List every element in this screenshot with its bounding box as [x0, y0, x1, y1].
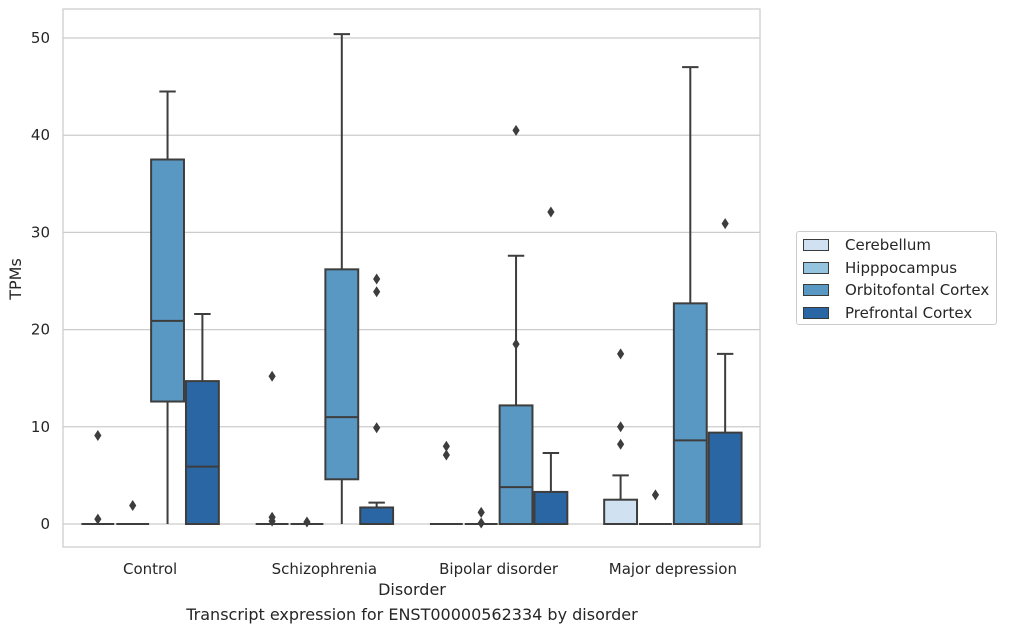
outlier-point [617, 348, 625, 360]
x-tick-label: Major depression [609, 560, 737, 578]
outlier-point [547, 206, 555, 218]
outlier-point [512, 124, 520, 136]
box-body [533, 490, 569, 526]
box-cerebellum-1 [81, 430, 115, 525]
box-cerebellum-2 [255, 370, 289, 527]
x-tick-labels: Control Schizophrenia Bipolar disorder Majo… [123, 560, 737, 578]
boxes [81, 33, 743, 529]
outlier-point [512, 338, 520, 350]
box-orbitofontal-cortex-4 [672, 66, 708, 525]
y-tick-label: 50 [31, 29, 50, 47]
legend-item: Hipppocampus [803, 259, 957, 277]
outlier-point [129, 500, 137, 512]
legend-item: Prefrontal Cortex [803, 304, 972, 322]
y-tick-label: 40 [31, 126, 50, 144]
legend: Cerebellum Hipppocampus Orbitofontal Corte… [796, 231, 997, 325]
box-prefrontal-cortex-4 [707, 218, 743, 525]
box-orbitofontal-cortex-1 [150, 90, 185, 524]
box-body [184, 380, 220, 525]
box-body [359, 506, 395, 526]
outlier-point [477, 506, 485, 518]
outlier-point [477, 517, 485, 529]
plot-frame [62, 8, 761, 548]
box-cerebellum-4 [603, 348, 639, 526]
box-body [324, 268, 360, 481]
y-tick-label: 10 [31, 418, 50, 436]
y-axis-title: TPMs [6, 258, 25, 301]
outlier-point [268, 511, 276, 523]
box-body [603, 498, 639, 526]
x-tick-label: Schizophrenia [272, 560, 377, 578]
box-hipppocampus-3 [464, 506, 498, 529]
outlier-point [617, 438, 625, 450]
x-tick-label: Control [123, 560, 177, 578]
outlier-point [651, 489, 660, 501]
outlier-point [442, 449, 450, 461]
box-body [707, 431, 743, 525]
legend-swatch [803, 306, 829, 319]
x-tick-label: Bipolar disorder [439, 560, 559, 578]
outlier-point [373, 273, 381, 285]
box-prefrontal-cortex-3 [533, 206, 569, 526]
box-prefrontal-cortex-2 [359, 273, 395, 526]
legend-label: Hipppocampus [845, 258, 958, 277]
box-hipppocampus-1 [116, 500, 150, 525]
legend-item: Cerebellum [803, 236, 931, 254]
box-body [498, 404, 534, 525]
box-hipppocampus-4 [639, 489, 672, 525]
legend-swatch [803, 261, 829, 274]
legend-swatch [803, 239, 829, 251]
box-orbitofontal-cortex-2 [324, 33, 360, 524]
box-orbitofontal-cortex-3 [498, 124, 534, 525]
legend-label: Prefrontal Cortex [845, 303, 973, 322]
box-hipppocampus-2 [290, 516, 324, 528]
outlier-point [373, 422, 381, 434]
outlier-point [94, 430, 102, 442]
x-axis-title: Disorder [378, 580, 446, 599]
outlier-point [617, 421, 625, 433]
legend-label: Orbitofontal Cortex [845, 281, 990, 299]
outlier-point [268, 370, 276, 382]
box-body [672, 302, 708, 525]
outlier-point [373, 286, 381, 298]
outlier-point [303, 516, 311, 528]
legend-label: Cerebellum [845, 236, 931, 254]
box-body [150, 158, 185, 403]
y-tick-label: 30 [31, 223, 50, 241]
legend-swatch [803, 284, 829, 296]
y-tick-label: 0 [40, 515, 50, 533]
y-tick-labels: 0 10 20 30 40 50 [31, 29, 50, 533]
outlier-point [721, 218, 729, 230]
box-cerebellum-3 [429, 440, 463, 525]
legend-item: Orbitofontal Cortex [803, 281, 989, 299]
outlier-point [94, 513, 102, 525]
y-tick-label: 20 [31, 321, 50, 339]
chart-caption: Transcript expression for ENST0000056233… [186, 605, 638, 624]
outlier-point [442, 440, 450, 452]
box-prefrontal-cortex-1 [184, 313, 220, 525]
